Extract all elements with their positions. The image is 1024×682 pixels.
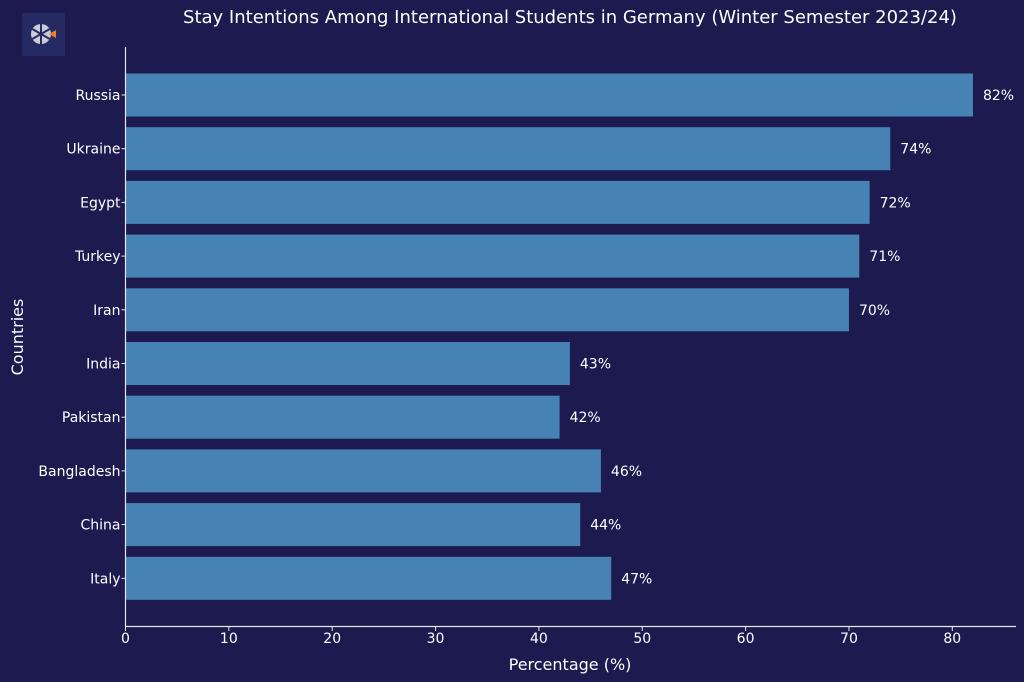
data-label-iran: 70% <box>859 303 890 319</box>
x-tick-label: 10 <box>220 631 238 647</box>
y-tick-label-india: India <box>86 357 120 373</box>
y-tick-label-russia: Russia <box>75 88 120 104</box>
data-label-egypt: 72% <box>880 195 911 211</box>
data-label-russia: 82% <box>983 88 1014 104</box>
logo-mark-icon <box>31 24 56 44</box>
x-tick-label: 40 <box>530 631 548 647</box>
x-tick-label: 20 <box>323 631 341 647</box>
data-label-india: 43% <box>580 357 611 373</box>
data-label-bangladesh: 46% <box>611 464 642 480</box>
bar-ukraine <box>125 127 891 171</box>
x-tick-label: 80 <box>943 631 961 647</box>
data-label-china: 44% <box>590 518 621 534</box>
bar-iran <box>125 288 849 332</box>
y-tick-label-china: China <box>81 518 121 534</box>
bars-layer <box>125 73 973 600</box>
bar-turkey <box>125 234 860 278</box>
x-axis-ticks: 0 10 20 30 40 50 60 70 80 <box>121 626 961 647</box>
y-category-labels: Russia Ukraine Egypt Turkey Iran India Pakista… <box>38 88 126 587</box>
data-label-italy: 47% <box>621 571 652 587</box>
data-label-ukraine: 74% <box>900 142 931 158</box>
y-tick-label-italy: Italy <box>90 571 120 587</box>
x-tick-label: 30 <box>427 631 445 647</box>
x-tick-label: 0 <box>121 631 130 647</box>
y-tick-label-egypt: Egypt <box>80 195 121 211</box>
y-tick-label-ukraine: Ukraine <box>66 142 120 158</box>
y-axis-label: Countries <box>8 299 27 376</box>
y-tick-label-pakistan: Pakistan <box>62 410 121 426</box>
x-tick-label: 50 <box>633 631 651 647</box>
bar-bangladesh <box>125 449 601 493</box>
y-tick-label-bangladesh: Bangladesh <box>38 464 120 480</box>
bar-pakistan <box>125 395 560 439</box>
bar-india <box>125 342 570 385</box>
bar-italy <box>125 556 612 600</box>
data-labels-layer: 82% 74% 72% 71% 70% 43% 42% 46% 44% 47% <box>570 88 1015 587</box>
x-tick-label: 60 <box>737 631 755 647</box>
bar-egypt <box>125 180 870 224</box>
data-label-pakistan: 42% <box>570 410 601 426</box>
x-tick-label: 70 <box>840 631 858 647</box>
data-label-turkey: 71% <box>869 249 900 265</box>
y-tick-label-iran: Iran <box>93 303 120 319</box>
bar-russia <box>125 73 973 117</box>
y-tick-label-turkey: Turkey <box>74 249 121 265</box>
bar-china <box>125 503 581 547</box>
app-logo-icon <box>22 13 65 56</box>
chart-title: Stay Intentions Among International Stud… <box>183 7 957 28</box>
x-axis-label: Percentage (%) <box>509 655 632 674</box>
